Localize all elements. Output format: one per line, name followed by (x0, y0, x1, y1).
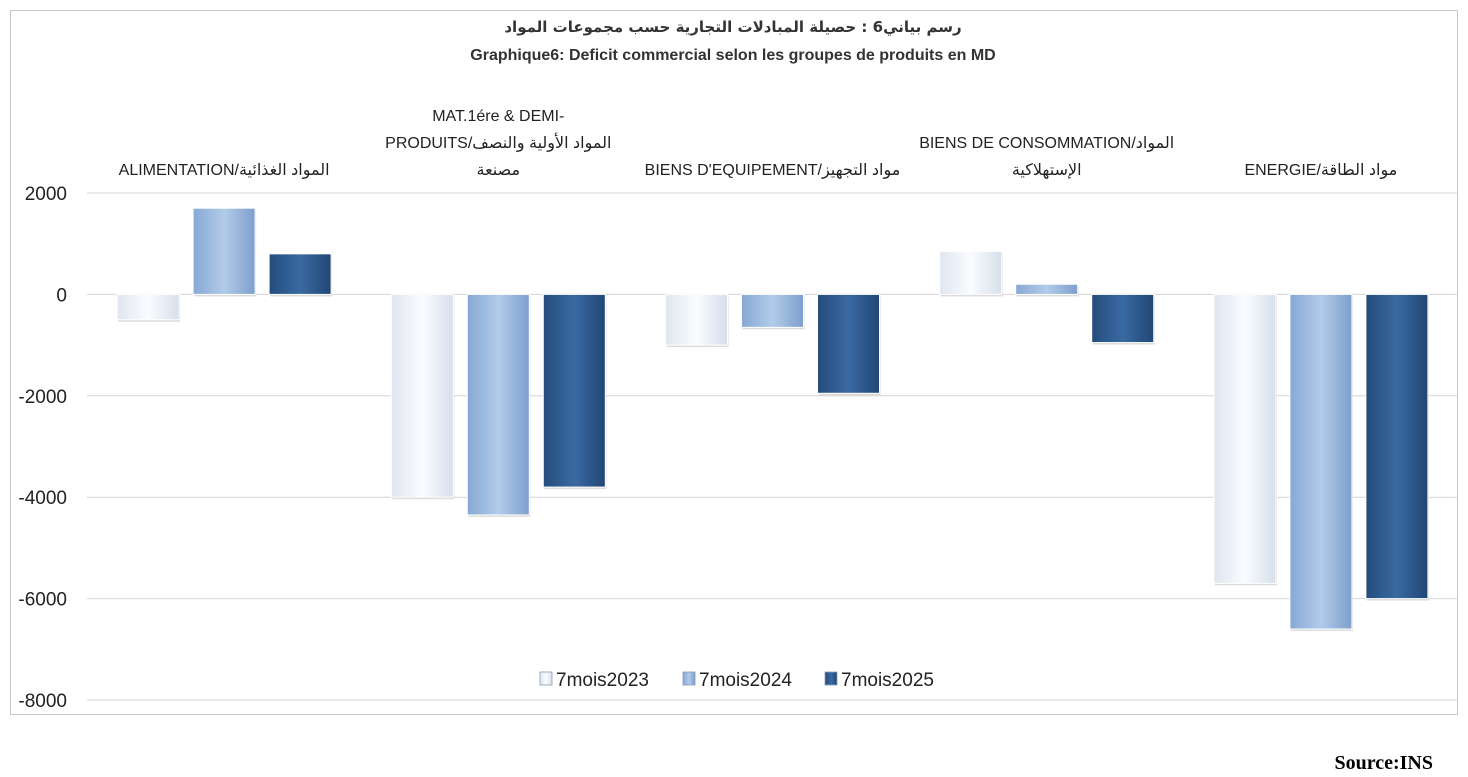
source-note: Source:INS (1334, 752, 1433, 774)
chart-frame (10, 10, 1458, 715)
bar-7mois2024-3 (1015, 283, 1079, 295)
category-label: PRODUITS/المواد الأولية والنصف (385, 132, 611, 153)
category-label: BIENS D'EQUIPEMENT/مواد التجهيز (645, 162, 901, 180)
y-tick-label: 2000 (25, 184, 67, 205)
y-tick-label: -6000 (18, 590, 67, 611)
bar-7mois2023-2 (665, 293, 728, 346)
category-label: ENERGIE/مواد الطاقة (1244, 162, 1397, 180)
y-tick-label: -8000 (18, 691, 67, 712)
y-tick-label: -4000 (18, 488, 67, 509)
bar-7mois2023-1 (390, 293, 454, 498)
bar-7mois2024-2 (741, 293, 804, 328)
category-label: ALIMENTATION/المواد الغذائية (119, 162, 330, 180)
category-label: MAT.1ére & DEMI- (432, 108, 564, 125)
bar-7mois2025-4 (1365, 293, 1429, 600)
legend-swatch (539, 671, 553, 686)
category-label: مصنعة (477, 162, 521, 179)
bar-7mois2024-4 (1289, 293, 1353, 630)
bar-7mois2025-3 (1091, 293, 1155, 344)
category-label: الإستهلاكية (1012, 162, 1082, 180)
legend-swatch (824, 671, 838, 686)
category-label: BIENS DE CONSOMMATION/المواد (919, 135, 1174, 153)
bar-7mois2023-0 (116, 293, 180, 321)
bar-7mois2025-0 (268, 253, 332, 295)
chart-title: Graphique6: Deficit commercial selon les… (470, 47, 995, 64)
bar-7mois2023-3 (939, 250, 1003, 295)
bar-7mois2024-0 (192, 207, 256, 295)
y-tick-label: 0 (56, 285, 67, 306)
bar-7mois2024-1 (466, 293, 530, 516)
bar-7mois2023-4 (1213, 293, 1277, 584)
bar-7mois2025-2 (817, 293, 880, 394)
y-tick-label: -2000 (18, 387, 67, 408)
bar-7mois2025-1 (542, 293, 606, 488)
legend-label: 7mois2025 (841, 670, 934, 691)
legend-label: 7mois2024 (699, 670, 792, 691)
chart-title-ar: رسم بياني6 : حصيلة المبادلات التجارية حس… (504, 18, 961, 36)
legend-swatch (682, 671, 696, 686)
legend-label: 7mois2023 (556, 670, 649, 691)
